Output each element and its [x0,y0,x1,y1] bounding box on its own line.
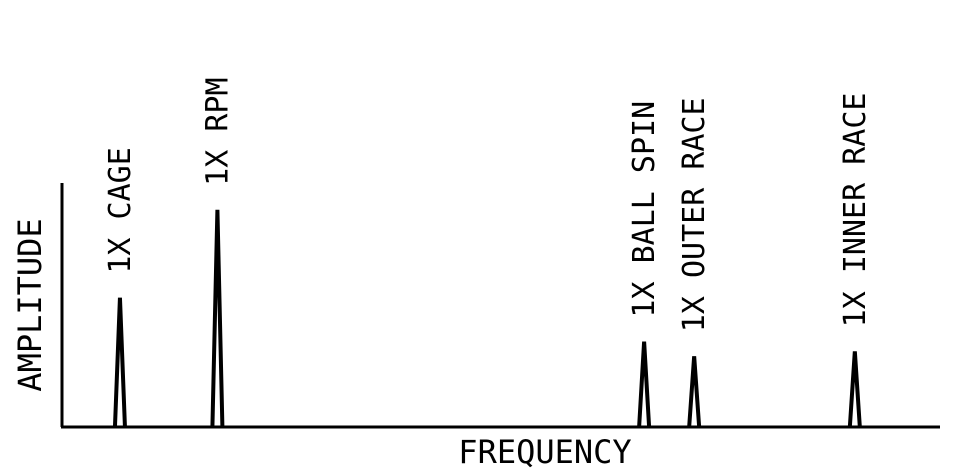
peaks-group [112,209,862,428]
peak-1 [112,297,127,428]
peak-labels-group: 1X CAGE 1X RPM 1X BALL SPIN 1X OUTER RACE 1X… [103,77,873,332]
peak-label-5: 1X INNER RACE [838,93,873,328]
peak-4 [687,356,702,428]
x-axis-label: FREQUENCY [458,433,631,468]
peak-label-2: 1X RPM [200,77,235,185]
peak-3 [637,341,652,428]
peak-label-3: 1X BALL SPIN [627,101,662,318]
peak-label-1: 1X CAGE [103,147,138,273]
peak-label-4: 1X OUTER RACE [677,97,712,332]
y-axis-label: AMPLITUDE [11,218,49,391]
peak-5 [847,351,862,428]
peak-2 [210,209,225,428]
